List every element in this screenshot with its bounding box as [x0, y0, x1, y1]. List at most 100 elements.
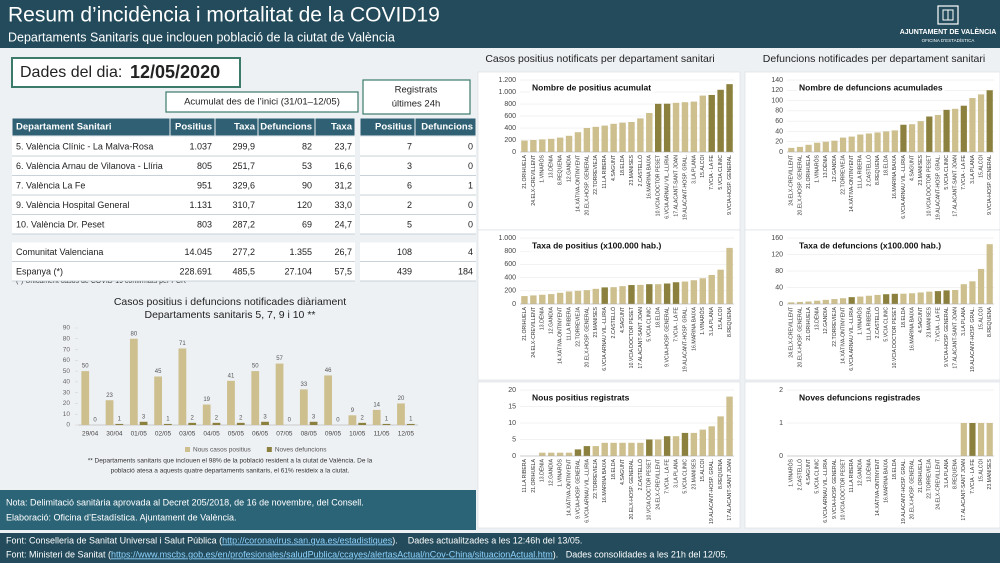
table-cell-text: Espanya (*) [16, 266, 63, 276]
x-tick-label: 14.XÀTIVA-ONTINYENT [874, 458, 881, 516]
x-tick-label: 09/05 [325, 431, 342, 438]
logo-name: AJUNTAMENT DE VALÈNCIA [900, 27, 997, 36]
bar [977, 94, 985, 152]
x-tick-label: 7.VCIA - LA FE [970, 458, 976, 493]
table-cell-text: 0 [468, 200, 473, 210]
table-cell-text: 27.104 [284, 266, 312, 276]
table-cell [12, 137, 170, 156]
table-cell-text: 0 [468, 219, 473, 229]
bar [788, 147, 795, 152]
x-tick-label: 22.TORREVIEJA [575, 306, 581, 346]
bar [857, 134, 864, 152]
value-label: 2 [360, 415, 364, 421]
logo-icon [942, 9, 954, 21]
x-tick-label: 24.ELX-CREVILLENT [531, 306, 537, 358]
x-tick-label: 22.TORREVIEJA [840, 154, 846, 194]
table-header-cell [414, 117, 477, 137]
chart-title-bg [530, 391, 632, 404]
x-tick-label: 5.VCIA CLINIC [647, 307, 653, 342]
x-tick-label: 7.VCIA - LA FE [673, 306, 679, 341]
table-cell-text: 82 [302, 141, 312, 151]
table-cell [12, 176, 170, 195]
chart-subtitle: Departaments sanitaris 5, 7, 9 i 10 ** [144, 309, 315, 321]
y-tick-label: 30 [63, 389, 71, 396]
group-label: Registrats [395, 85, 438, 96]
value-label: 3 [263, 414, 267, 420]
footer [0, 533, 1000, 563]
table-cell [12, 215, 170, 234]
x-tick-label: 7.VCIA - LA FE [709, 154, 715, 189]
y-tick-label: 1 [779, 420, 783, 427]
y-tick-label: 600 [504, 113, 516, 120]
x-tick-label: 14.XÀTIVA-ONTINYENT [557, 306, 564, 364]
bar [601, 287, 608, 304]
group-label: Acumulat des de l’inici (31/01–12/05) [184, 97, 340, 108]
x-tick-label: 4.SAGUNT [611, 154, 617, 181]
bar [908, 293, 916, 304]
table-cell [315, 176, 355, 195]
x-tick-label: 16.MARINA BAIXA [602, 458, 608, 502]
bar [874, 294, 881, 304]
table-cell-text: 0 [468, 161, 473, 171]
table-cell-text: 33,0 [334, 200, 352, 210]
source-link[interactable]: https://www.mscbs.gob.es/en/profesionale… [111, 549, 553, 559]
table-cell-text: 3 [407, 161, 412, 171]
bar [556, 292, 564, 304]
bar [628, 285, 635, 304]
table-cell-text: 26,7 [334, 247, 352, 257]
x-tick-label: 4.SAGUNT [909, 154, 915, 181]
bar [672, 102, 680, 152]
bar [556, 452, 564, 456]
chart-title-bg [797, 81, 945, 94]
bar [646, 113, 653, 152]
bar [521, 140, 528, 152]
table-cell-text: 57,5 [334, 266, 352, 276]
x-tick-label: 3.LA PLANA [673, 458, 679, 487]
x-tick-label: 8.REQUENA [875, 154, 881, 185]
value-label: 80 [130, 331, 137, 337]
table-cell [258, 176, 315, 195]
x-tick-label: 9.VCIA-HOSP. GENERAL [727, 155, 733, 215]
table-cell-text: 24,7 [334, 219, 352, 229]
bar [690, 280, 698, 304]
value-label: 2 [239, 415, 243, 421]
bar [699, 278, 707, 304]
x-tick-label: 10.VCIA DOCTOR PESET [629, 306, 635, 368]
table-cell-text: 7 [407, 141, 412, 151]
chart-title-bg [797, 391, 923, 404]
y-tick-label: 1.200 [498, 77, 516, 84]
table-cell-text: 951 [197, 180, 212, 190]
bar [261, 421, 269, 425]
x-tick-label: 17.ALACANT-SANT JOAN [673, 155, 679, 217]
y-tick-label: 0 [779, 453, 783, 460]
bar [857, 296, 864, 304]
x-tick-label: 13.DÉNIA [539, 306, 546, 330]
x-tick-label: 12.GANDIA [823, 306, 829, 334]
x-tick-label: 1.VINARÒS [539, 154, 546, 182]
table-cell [415, 215, 476, 234]
value-label: 0 [336, 418, 340, 424]
bar [358, 422, 367, 425]
bar [164, 423, 172, 425]
x-tick-label: 14.XÀTIVA-ONTINYENT [574, 154, 581, 212]
bar [202, 404, 211, 425]
source-link[interactable]: http://coronavirus.san.gva.es/estadistiq… [222, 535, 393, 545]
source-text: ). Dades consolidades a les 21h del 12/0… [553, 549, 728, 559]
bar [601, 125, 608, 152]
x-tick-label: 6.VCIA ARNAU VIL.-LLIRIA [901, 154, 907, 218]
table-cell-text: 329,6 [232, 180, 255, 190]
x-tick-label: 24.ELX-CREVILLENT [531, 154, 537, 206]
y-tick-label: 0 [66, 422, 70, 429]
bar [831, 140, 838, 152]
bar [154, 376, 162, 425]
table-cell [360, 176, 415, 195]
table-cell-text: 803 [197, 219, 212, 229]
legend-label: Nous casos positius [193, 447, 252, 454]
x-tick-label: 15.ALCOI [978, 307, 984, 330]
legend-swatch [266, 447, 272, 452]
bar [672, 436, 680, 456]
bar [628, 122, 635, 152]
x-tick-label: 22.TORREVIEJA [593, 458, 599, 498]
table-cell [12, 156, 170, 176]
table-cell [415, 137, 476, 156]
